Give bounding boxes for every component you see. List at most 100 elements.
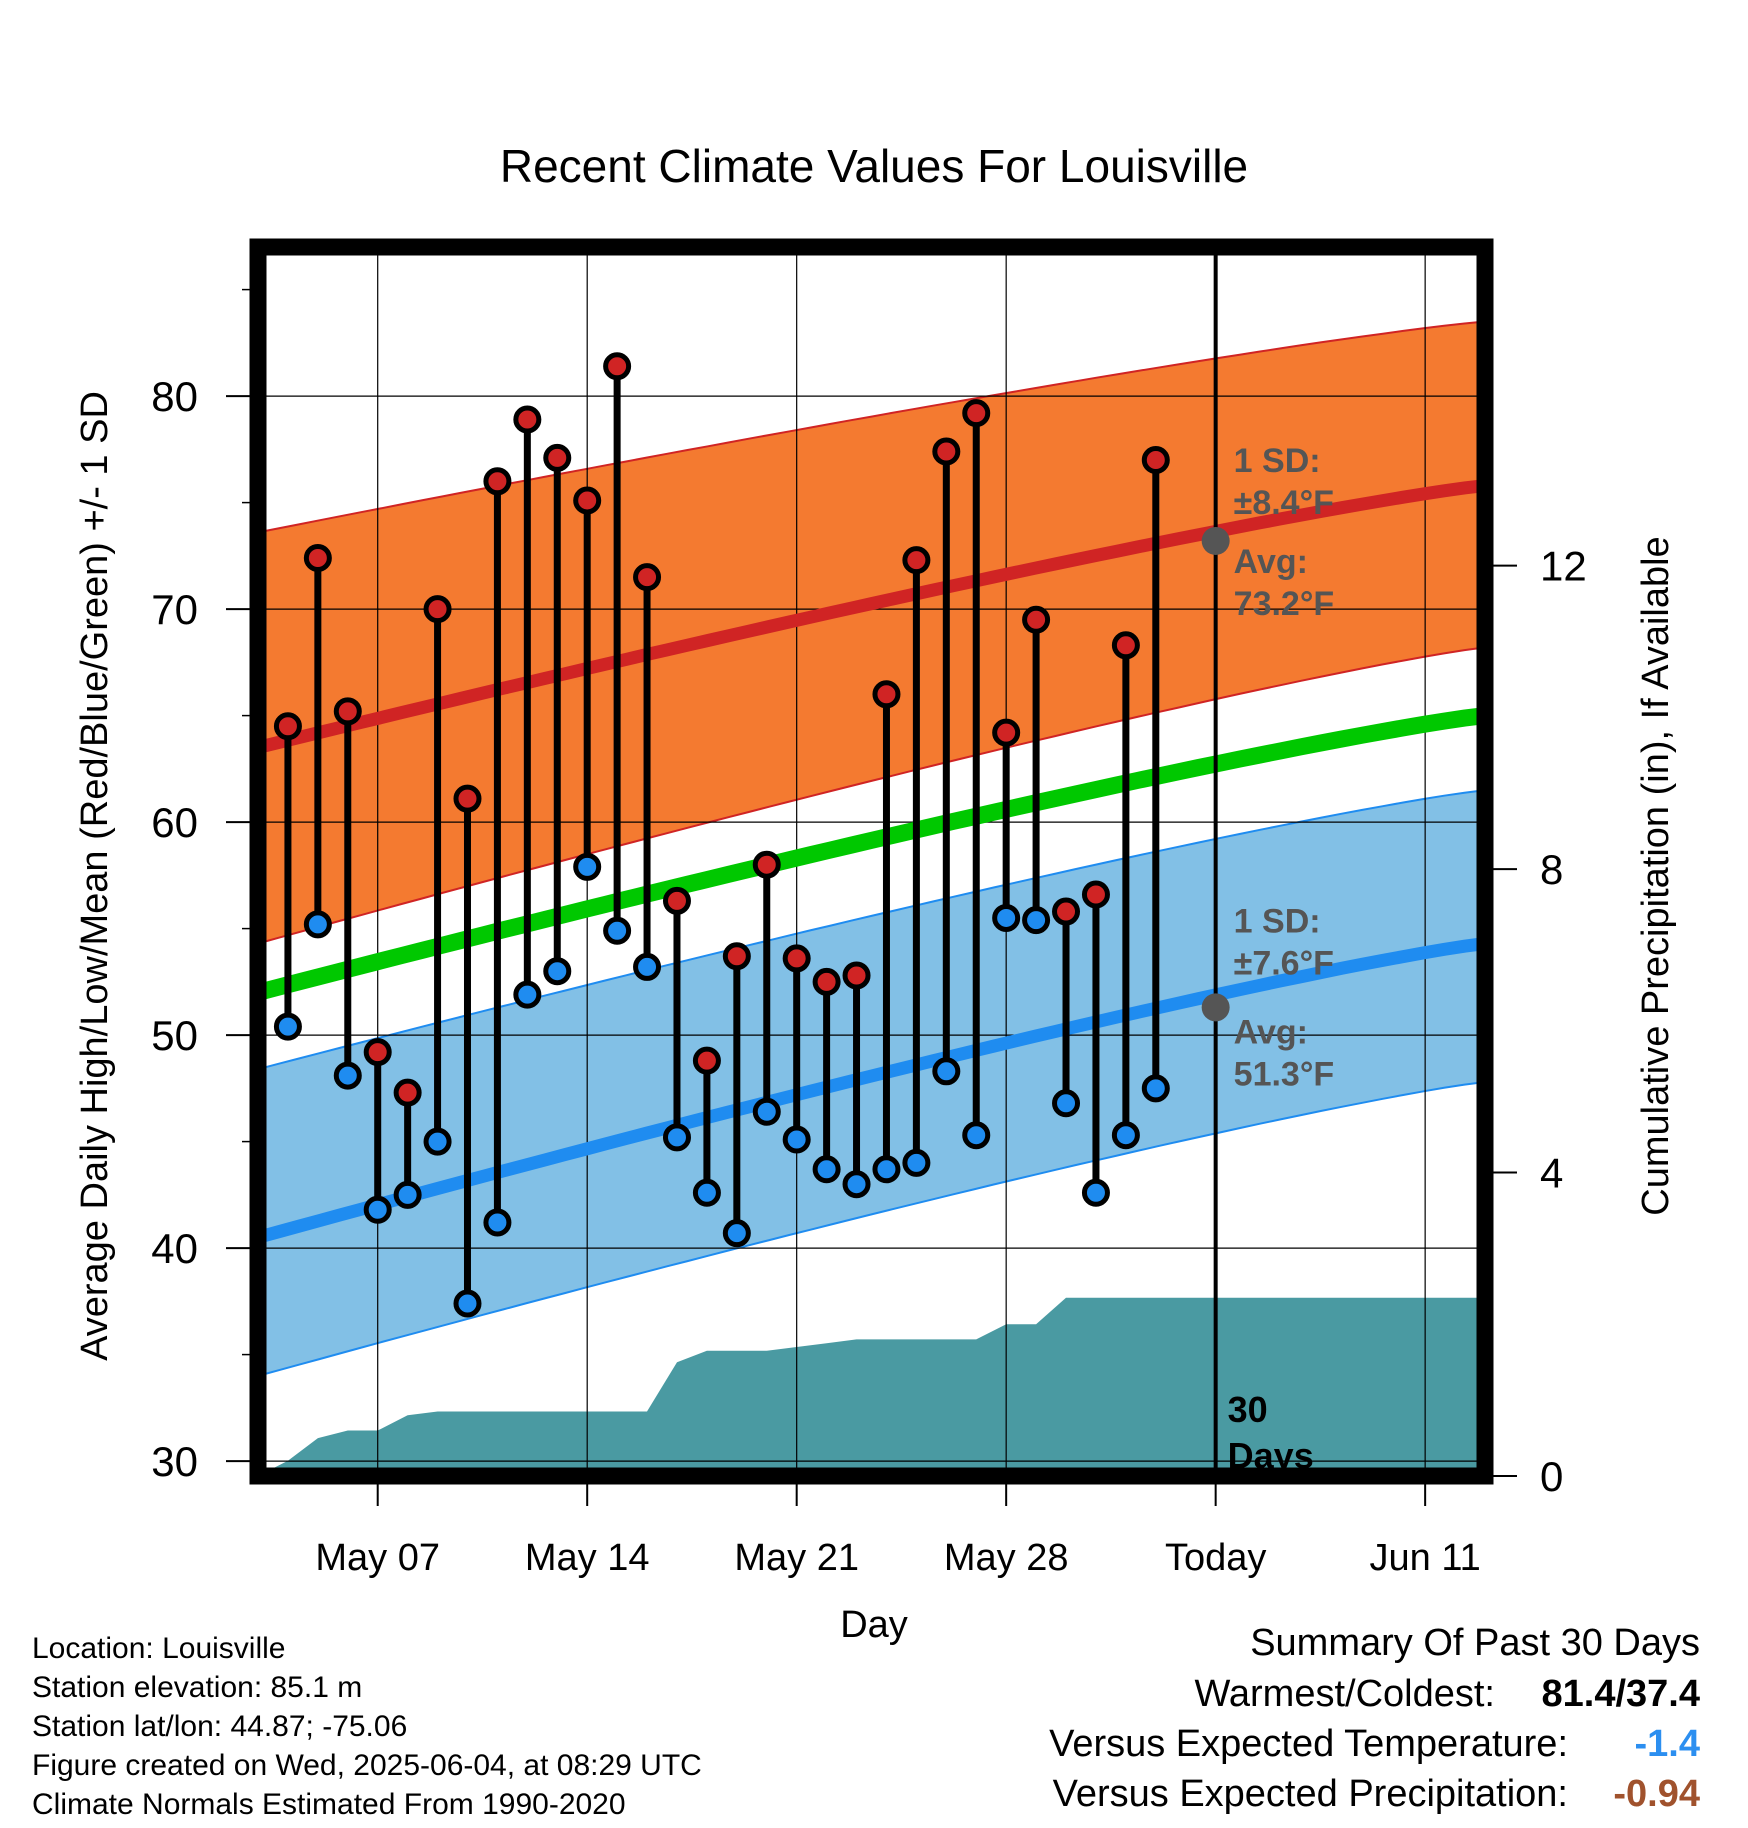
daily-low-point bbox=[812, 1155, 841, 1184]
daily-low-point bbox=[752, 1097, 781, 1126]
y2-tick-label: 12 bbox=[1540, 543, 1587, 590]
x-tick-label: May 28 bbox=[944, 1537, 1069, 1579]
daily-high-point bbox=[633, 563, 662, 592]
normals-text: Climate Normals Estimated From 1990-2020 bbox=[32, 1788, 626, 1821]
high-avg-label: Avg: bbox=[1234, 543, 1308, 581]
y2-axis-label: Cumulative Precipitation (in), If Availa… bbox=[1635, 536, 1677, 1215]
y-tick-label: 50 bbox=[151, 1012, 198, 1059]
today-low-avg-marker bbox=[1201, 993, 1230, 1022]
precip-vs-expected-label: Versus Expected Precipitation: bbox=[1052, 1773, 1568, 1815]
daily-high-point bbox=[662, 886, 691, 915]
daily-high-point bbox=[543, 443, 572, 472]
location-text: Location: Louisville bbox=[32, 1632, 286, 1665]
daily-high-point bbox=[453, 784, 482, 813]
daily-high-point bbox=[1052, 897, 1081, 926]
daily-low-point bbox=[423, 1127, 452, 1156]
chart-title: Recent Climate Values For Louisville bbox=[500, 140, 1248, 192]
daily-low-point bbox=[393, 1180, 422, 1209]
daily-low-point bbox=[273, 1012, 302, 1041]
plot-frame bbox=[249, 238, 1494, 1485]
daily-high-point bbox=[513, 405, 542, 434]
daily-high-point bbox=[1022, 605, 1051, 634]
daily-low-point bbox=[363, 1195, 392, 1224]
y-tick-label: 70 bbox=[151, 586, 198, 633]
today-window-label: 30 bbox=[1228, 1389, 1268, 1430]
daily-low-point bbox=[483, 1208, 512, 1237]
warmest-coldest-label: Warmest/Coldest: bbox=[1194, 1673, 1495, 1715]
y2-tick-label: 8 bbox=[1540, 846, 1563, 893]
daily-high-point bbox=[872, 680, 901, 709]
temp-vs-expected-label: Versus Expected Temperature: bbox=[1049, 1723, 1568, 1765]
latlon-text: Station lat/lon: 44.87; -75.06 bbox=[32, 1710, 408, 1743]
daily-high-point bbox=[722, 942, 751, 971]
daily-low-point bbox=[1052, 1089, 1081, 1118]
daily-high-point bbox=[1111, 631, 1140, 660]
daily-high-point bbox=[902, 546, 931, 575]
daily-high-point bbox=[932, 437, 961, 466]
daily-high-point bbox=[1081, 880, 1110, 909]
daily-low-point bbox=[842, 1170, 871, 1199]
x-tick-label: Jun 11 bbox=[1370, 1537, 1481, 1579]
daily-low-point bbox=[633, 952, 662, 981]
daily-high-point bbox=[752, 850, 781, 879]
daily-low-point bbox=[1141, 1074, 1170, 1103]
daily-low-point bbox=[662, 1123, 691, 1152]
daily-low-point bbox=[932, 1057, 961, 1086]
daily-high-point bbox=[603, 352, 632, 381]
high-sd-label: 1 SD: bbox=[1234, 442, 1321, 480]
today-high-avg-marker bbox=[1201, 526, 1230, 555]
daily-low-point bbox=[543, 957, 572, 986]
low-sd-label: 1 SD: bbox=[1234, 902, 1321, 940]
x-tick-label: May 07 bbox=[315, 1537, 440, 1579]
daily-high-point bbox=[303, 543, 332, 572]
y-axis-label: Average Daily High/Low/Mean (Red/Blue/Gr… bbox=[74, 391, 116, 1361]
daily-low-point bbox=[1111, 1121, 1140, 1150]
created-text: Figure created on Wed, 2025-06-04, at 08… bbox=[32, 1749, 702, 1782]
y-tick-label: 40 bbox=[151, 1225, 198, 1272]
daily-low-point bbox=[453, 1289, 482, 1318]
precip-vs-expected-value: -0.94 bbox=[1613, 1773, 1700, 1815]
low-sd-value: ±7.6°F bbox=[1234, 944, 1334, 982]
daily-high-point bbox=[812, 967, 841, 996]
x-tick-label: Today bbox=[1165, 1537, 1266, 1579]
daily-high-point bbox=[692, 1046, 721, 1075]
daily-low-point bbox=[573, 852, 602, 881]
low-avg-label: Avg: bbox=[1234, 1013, 1308, 1051]
daily-high-point bbox=[483, 467, 512, 496]
daily-low-point bbox=[722, 1219, 751, 1248]
daily-high-point bbox=[962, 399, 991, 428]
daily-low-point bbox=[333, 1061, 362, 1090]
daily-high-point bbox=[333, 697, 362, 726]
y-tick-label: 80 bbox=[151, 373, 198, 420]
x-tick-label: May 14 bbox=[525, 1537, 650, 1579]
temp-vs-expected-value: -1.4 bbox=[1634, 1723, 1700, 1765]
precip-area bbox=[258, 1297, 1485, 1476]
low-avg-value: 51.3°F bbox=[1234, 1055, 1335, 1093]
plot-area: 1 SD: ±8.4°F Avg: 73.2°F 1 SD: ±7.6°F Avg: 51.3… bbox=[151, 238, 1587, 1579]
x-tick-label: May 21 bbox=[734, 1537, 859, 1579]
daily-low-point bbox=[872, 1155, 901, 1184]
daily-high-point bbox=[423, 595, 452, 624]
daily-low-point bbox=[992, 903, 1021, 932]
daily-high-point bbox=[393, 1078, 422, 1107]
daily-high-point bbox=[782, 944, 811, 973]
y-tick-label: 60 bbox=[151, 799, 198, 846]
daily-high-point bbox=[363, 1038, 392, 1067]
daily-low-point bbox=[303, 910, 332, 939]
daily-low-point bbox=[692, 1178, 721, 1207]
daily-low-point bbox=[962, 1121, 991, 1150]
x-axis-label: Day bbox=[840, 1604, 908, 1646]
summary-title: Summary Of Past 30 Days bbox=[1250, 1622, 1700, 1664]
daily-high-point bbox=[1141, 445, 1170, 474]
elevation-text: Station elevation: 85.1 m bbox=[32, 1671, 363, 1704]
daily-low-point bbox=[1081, 1178, 1110, 1207]
normal-high-line bbox=[256, 479, 1486, 754]
daily-low-point bbox=[513, 980, 542, 1009]
daily-low-point bbox=[782, 1125, 811, 1154]
daily-low-point bbox=[1022, 906, 1051, 935]
normal-low-line bbox=[256, 937, 1486, 1244]
daily-high-point bbox=[573, 486, 602, 515]
daily-low-point bbox=[603, 916, 632, 945]
daily-high-point bbox=[842, 961, 871, 990]
